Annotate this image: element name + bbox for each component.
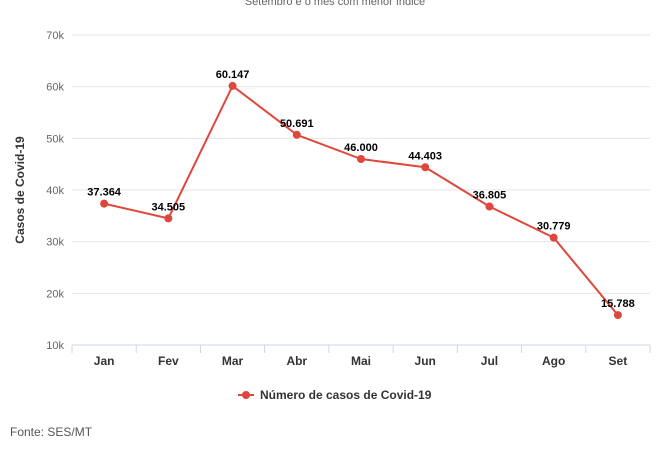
data-label: 30.779 [537,221,571,233]
data-label: 37.364 [87,187,122,199]
data-point [613,311,622,320]
legend[interactable]: Número de casos de Covid-19 [238,388,432,402]
data-label: 46.000 [344,142,378,154]
data-point [549,233,558,242]
x-tick-label: Jul [481,354,498,368]
data-label: 60.147 [216,69,250,81]
x-tick-label: Mai [351,354,371,368]
y-tick-label: 30k [46,237,64,249]
x-tick-label: Abr [286,354,307,368]
y-tick-label: 50k [46,133,64,145]
data-point [357,155,365,163]
data-label: 50.691 [280,118,314,130]
data-label: 15.788 [601,298,635,310]
data-labels: 37.364 34.505 60.147 50.691 46.000 44.403 36.8… [87,69,634,310]
x-tick-label: Ago [542,354,565,368]
x-axis: Jan Fev Mar Abr Mai Jun Jul Ago Set [71,344,651,368]
x-tick-label: Jan [94,354,115,368]
data-label: 36.805 [473,190,507,202]
y-tick-label: 60k [46,82,64,94]
data-point [421,163,430,172]
data-point [164,214,173,223]
y-axis-ticks: 10k 20k 30k 40k 50k 60k 70k [46,30,64,352]
grid-lines [72,34,650,294]
y-axis-title: Casos de Covid-19 [13,136,27,244]
source-note: Fonte: SES/MT [10,425,93,439]
y-tick-label: 40k [46,185,64,197]
x-tick-label: Mar [222,354,244,368]
legend-label: Número de casos de Covid-19 [260,388,432,402]
x-tick-label: Fev [158,354,179,368]
data-label: 44.403 [408,150,442,162]
x-tick-label: Set [609,354,628,368]
data-point [292,130,301,139]
data-point [485,202,494,211]
legend-marker [242,391,250,399]
y-tick-label: 10k [46,340,64,352]
data-point [228,81,237,90]
chart-subtitle: Setembro é o mês com menor índice [245,0,425,8]
y-tick-label: 70k [46,30,64,42]
y-tick-label: 20k [46,288,64,300]
data-label: 34.505 [152,201,186,213]
series-group [100,81,622,320]
data-point [100,199,109,208]
x-tick-label: Jun [415,354,436,368]
